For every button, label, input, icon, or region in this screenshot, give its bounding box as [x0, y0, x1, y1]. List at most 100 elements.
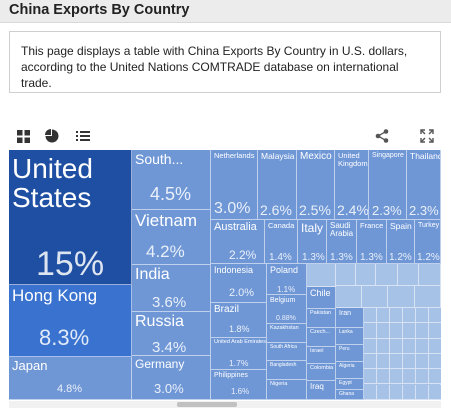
horizontal-scrollbar[interactable]	[9, 401, 441, 408]
treemap-small-cell[interactable]	[390, 384, 403, 400]
treemap-small-cell[interactable]	[416, 308, 429, 324]
treemap-cell-iran[interactable]: Iran	[336, 308, 364, 328]
treemap-label: Russia	[135, 313, 184, 330]
treemap-small-cell[interactable]	[307, 264, 336, 287]
treemap-cell-spain[interactable]: Spain 1.2%	[387, 220, 415, 264]
treemap-cell-kazakhstan[interactable]: Kazakhstan	[267, 324, 307, 343]
treemap-cell-colombia[interactable]: Colombia	[307, 364, 336, 381]
treemap-small-cell[interactable]	[398, 264, 419, 286]
treemap-cell-italy[interactable]: Italy 1.3%	[298, 220, 327, 264]
treemap-cell-algeria[interactable]: Algeria	[336, 362, 364, 379]
treemap-value: 3.0%	[154, 381, 184, 396]
treemap-small-cell[interactable]	[415, 286, 441, 308]
treemap-small-cell[interactable]	[364, 308, 377, 324]
treemap-cell-nigeria[interactable]: Nigeria	[267, 380, 307, 400]
treemap-small-cell[interactable]	[403, 338, 416, 354]
treemap-cell-turkey[interactable]: Turkey 1.2%	[415, 220, 441, 264]
treemap-small-cell[interactable]	[377, 369, 390, 385]
treemap-small-cell[interactable]	[388, 286, 415, 308]
treemap-small-cell[interactable]	[416, 384, 429, 400]
treemap-cell-czechia[interactable]: Czech...	[307, 328, 336, 347]
treemap-small-cell[interactable]	[429, 323, 441, 339]
treemap-small-cell[interactable]	[390, 308, 403, 324]
treemap-small-cell[interactable]	[364, 338, 377, 354]
treemap-small-cell[interactable]	[364, 369, 377, 385]
treemap-small-cell[interactable]	[376, 264, 398, 286]
scrollbar-thumb[interactable]	[177, 402, 237, 407]
treemap-cell-south-korea[interactable]: South... 4.5%	[132, 150, 211, 210]
treemap-small-cell[interactable]	[364, 384, 377, 400]
treemap-cell-peru[interactable]: Peru	[336, 345, 364, 362]
treemap-cell-belgium[interactable]: Belgium 0.88%	[267, 295, 307, 324]
treemap-small-cell[interactable]	[377, 308, 390, 324]
share-icon[interactable]	[374, 128, 390, 144]
treemap-small-cell[interactable]	[377, 353, 390, 370]
treemap-cell-japan[interactable]: Japan 4.8%	[9, 357, 132, 400]
treemap-small-cell[interactable]	[364, 323, 377, 339]
treemap-small-cell[interactable]	[419, 264, 441, 286]
treemap-small-cell[interactable]	[403, 308, 416, 324]
treemap-cell-vietnam[interactable]: Vietnam 4.2%	[132, 210, 211, 265]
treemap-small-cell[interactable]	[403, 353, 416, 370]
treemap-small-cell[interactable]	[364, 353, 377, 370]
treemap-cell-indonesia[interactable]: Indonesia 2.0%	[211, 264, 267, 303]
treemap-cell-netherlands[interactable]: Netherlands 3.0%	[211, 150, 258, 220]
treemap-cell-egypt[interactable]: Egypt	[336, 379, 364, 390]
treemap-cell-united-states[interactable]: United States 15%	[9, 150, 132, 285]
treemap-small-cell[interactable]	[390, 369, 403, 385]
treemap-small-cell[interactable]	[377, 338, 390, 354]
treemap-small-cell[interactable]	[403, 323, 416, 339]
treemap-small-cell[interactable]	[362, 286, 388, 308]
treemap-small-cell[interactable]	[429, 308, 441, 324]
treemap-view-icon[interactable]	[15, 128, 31, 144]
list-view-icon[interactable]	[75, 128, 91, 144]
treemap-cell-mexico[interactable]: Mexico 2.5%	[297, 150, 335, 220]
treemap-cell-australia[interactable]: Australia 2.2%	[211, 220, 265, 264]
treemap-small-cell[interactable]	[416, 338, 429, 354]
treemap-cell-india[interactable]: India 3.6%	[132, 265, 211, 312]
treemap-label: Japan	[12, 358, 48, 373]
pie-chart-view-icon[interactable]	[44, 128, 60, 144]
treemap-small-cell[interactable]	[356, 264, 376, 286]
treemap-cell-hong-kong[interactable]: Hong Kong 8.3%	[9, 285, 132, 357]
treemap-cell-united-arab-emirates[interactable]: United Arab Emirates 1.7%	[211, 338, 267, 370]
treemap-small-cell[interactable]	[336, 286, 362, 308]
treemap-cell-singapore[interactable]: Singapore 2.3%	[369, 150, 407, 220]
treemap-label: South Africa	[270, 344, 297, 350]
treemap-small-cell[interactable]	[429, 353, 441, 370]
treemap-cell-philippines[interactable]: Philippines 1.6%	[211, 370, 267, 400]
treemap-small-cell[interactable]	[429, 384, 441, 400]
treemap-small-cell[interactable]	[403, 369, 416, 385]
treemap-cell-thailand[interactable]: Thailand 2.3%	[407, 150, 441, 220]
treemap-cell-germany[interactable]: Germany 3.0%	[132, 356, 211, 400]
treemap-cell-iraq[interactable]: Iraq	[307, 381, 336, 400]
treemap-small-cell[interactable]	[336, 264, 356, 286]
treemap-small-cell[interactable]	[390, 338, 403, 354]
treemap-cell-united-kingdom[interactable]: United Kingdom 2.4%	[335, 150, 369, 220]
treemap-small-cell[interactable]	[416, 369, 429, 385]
treemap-cell-chile[interactable]: Chile	[307, 287, 336, 309]
treemap-cell-russia[interactable]: Russia 3.4%	[132, 312, 211, 356]
treemap-cell-south-africa[interactable]: South Africa	[267, 343, 307, 361]
treemap-cell-poland[interactable]: Poland 1.1%	[267, 264, 307, 295]
treemap-small-cell[interactable]	[390, 353, 403, 370]
treemap-small-cell[interactable]	[416, 323, 429, 339]
fullscreen-icon[interactable]	[419, 128, 435, 144]
treemap-small-cell[interactable]	[429, 338, 441, 354]
treemap-small-cell[interactable]	[377, 323, 390, 339]
treemap-cell-brazil[interactable]: Brazil 1.8%	[211, 303, 267, 338]
treemap-small-cell[interactable]	[403, 384, 416, 400]
treemap-cell-france[interactable]: France 1.3%	[357, 220, 387, 264]
treemap-small-cell[interactable]	[416, 353, 429, 370]
treemap-cell-canada[interactable]: Canada 1.4%	[265, 220, 298, 264]
treemap-small-cell[interactable]	[429, 369, 441, 385]
treemap-cell-ghana[interactable]: Ghana	[336, 390, 364, 400]
treemap-cell-israel[interactable]: Israel	[307, 347, 336, 364]
treemap-small-cell[interactable]	[390, 323, 403, 339]
treemap-cell-pakistan[interactable]: Pakistan	[307, 309, 336, 328]
treemap-cell-saudi-arabia[interactable]: Saudi Arabia 1.3%	[327, 220, 357, 264]
treemap-cell-bangladesh[interactable]: Bangladesh	[267, 361, 307, 380]
treemap-small-cell[interactable]	[377, 384, 390, 400]
treemap-cell-lanka[interactable]: Lanka	[336, 328, 364, 345]
treemap-cell-malaysia[interactable]: Malaysia 2.6%	[258, 150, 297, 220]
